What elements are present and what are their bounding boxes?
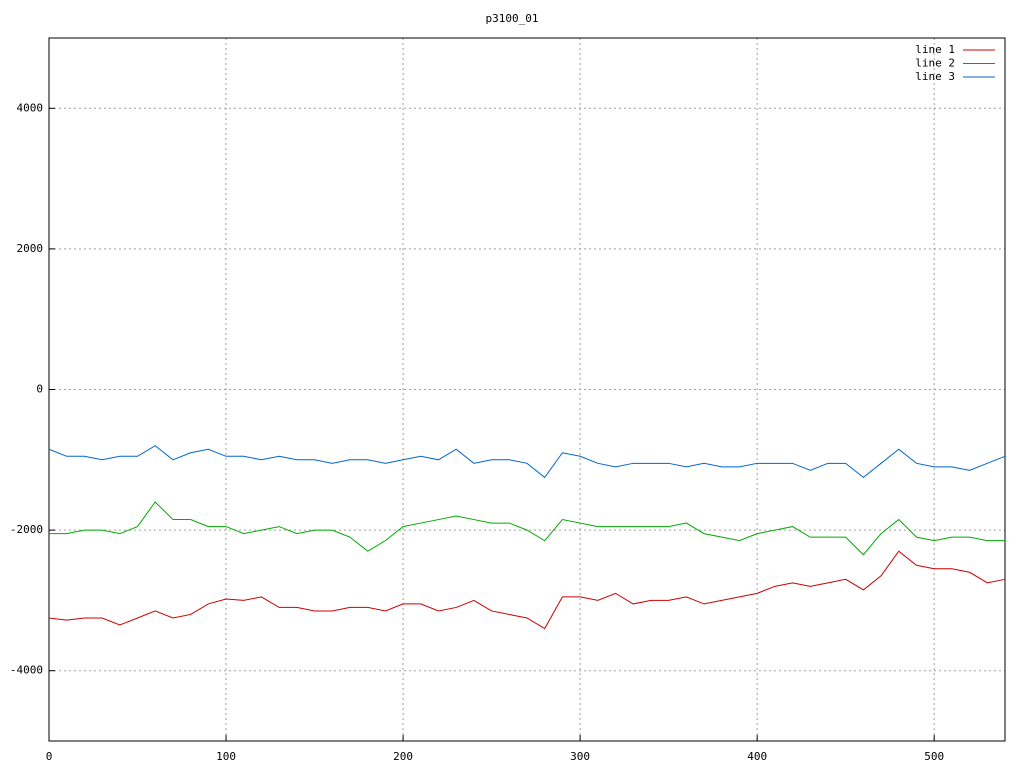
x-tick-label: 500 (924, 750, 944, 763)
series-line (49, 501, 1005, 556)
x-tick-label: 200 (393, 750, 413, 763)
y-tick-label: 2000 (17, 242, 44, 255)
y-tick-label: -4000 (10, 664, 43, 677)
y-tick-label: 4000 (17, 101, 44, 114)
x-tick-label: 100 (216, 750, 236, 763)
legend-label: line 3 (915, 70, 955, 83)
x-tick-label: 400 (747, 750, 767, 763)
y-tick-label: 0 (36, 383, 43, 396)
series-line (48, 445, 1006, 479)
x-tick-label: 300 (570, 750, 590, 763)
y-tick-label: -2000 (10, 523, 43, 536)
x-tick-label: 0 (46, 750, 53, 763)
legend-label: line 1 (915, 43, 955, 56)
legend-label: line 2 (915, 57, 955, 70)
plot-frame (48, 37, 1006, 742)
series-line (48, 550, 1006, 630)
chart-title: p3100_01 (486, 12, 539, 25)
